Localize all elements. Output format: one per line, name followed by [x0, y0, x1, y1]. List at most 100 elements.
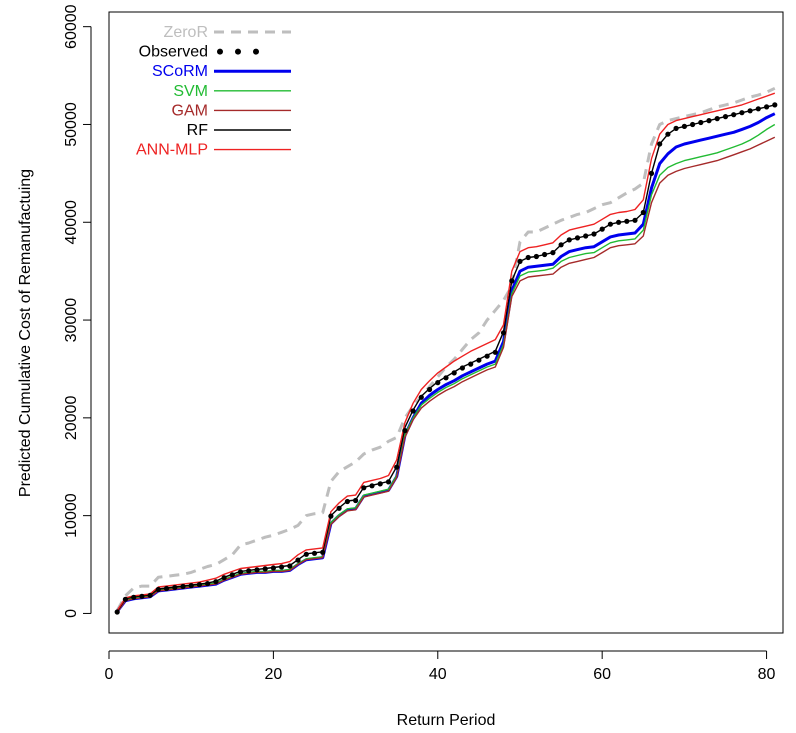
observed-point: [353, 497, 359, 504]
legend-label-svm: SVM: [173, 83, 208, 100]
observed-point: [690, 121, 696, 128]
observed-point: [722, 114, 729, 120]
observed-point: [254, 567, 260, 573]
observed-point: [607, 221, 614, 227]
observed-point: [492, 349, 498, 355]
y-tick-label: 60000: [63, 4, 80, 49]
legend-label-rf: RF: [187, 122, 209, 139]
observed-point: [196, 582, 202, 588]
observed-point: [632, 217, 638, 223]
observed-point: [270, 565, 276, 571]
observed-point: [558, 242, 564, 248]
observed-point: [188, 583, 194, 589]
legend-label-zeror: ZeroR: [164, 24, 208, 41]
observed-point: [155, 586, 161, 593]
observed-point: [591, 231, 597, 237]
observed-point: [451, 370, 457, 376]
observed-point: [279, 564, 285, 570]
observed-point: [377, 481, 383, 487]
x-tick-label: 60: [593, 666, 611, 683]
observed-point: [369, 483, 375, 489]
legend: ZeroR Observed SCoRM SVM GAM RF ANN-MLP: [136, 24, 291, 159]
legend-label-scorm: SCoRM: [152, 63, 208, 80]
observed-point: [163, 585, 170, 592]
y-tick-label: 50000: [63, 102, 80, 147]
x-tick-label: 0: [105, 666, 114, 683]
observed-point: [361, 485, 367, 491]
series-line-svm: [116, 123, 776, 612]
observed-point: [172, 584, 178, 591]
observed-point: [435, 380, 441, 386]
y-tick-label: 10000: [63, 493, 80, 538]
observed-point: [484, 353, 490, 359]
observed-point: [747, 108, 753, 114]
observed-point: [525, 254, 531, 261]
observed-point: [320, 549, 326, 555]
observed-point: [418, 394, 424, 400]
observed-point: [731, 112, 737, 118]
observed-point: [147, 592, 153, 598]
observed-point: [640, 209, 646, 216]
observed-point: [328, 513, 334, 519]
observed-point: [500, 330, 507, 336]
observed-point: [714, 116, 720, 122]
observed-point: [624, 218, 630, 224]
observed-point: [657, 141, 663, 147]
observed-point: [739, 110, 745, 116]
x-axis-label: Return Period: [397, 712, 496, 729]
x-tick-label: 40: [429, 666, 447, 683]
y-tick-label: 30000: [63, 298, 80, 343]
observed-point: [566, 237, 572, 243]
legend-key-observed: [253, 48, 259, 55]
observed-point: [706, 118, 712, 124]
observed-point: [764, 104, 770, 110]
legend-key-observed: [235, 48, 241, 55]
observed-point: [583, 233, 589, 239]
observed-point: [443, 375, 449, 381]
legend-key-observed: [217, 48, 223, 55]
observed-point: [344, 498, 350, 505]
observed-points-layer: [114, 102, 778, 615]
observed-point: [427, 386, 433, 393]
observed-point: [246, 568, 252, 574]
observed-point: [410, 408, 416, 414]
observed-point: [681, 123, 688, 129]
observed-point: [517, 258, 523, 264]
x-tick-label: 20: [264, 666, 282, 683]
observed-point: [673, 125, 679, 131]
observed-point: [114, 609, 120, 615]
observed-point: [385, 479, 392, 485]
y-axis-label: Predicted Cumulative Cost of Remanufactu…: [17, 169, 34, 497]
observed-point: [550, 250, 556, 256]
observed-point: [772, 102, 778, 108]
observed-point: [237, 569, 244, 575]
series-line-rf: [116, 104, 775, 612]
observed-point: [205, 581, 211, 587]
observed-point: [262, 566, 268, 572]
observed-point: [509, 278, 515, 284]
legend-label-observed: Observed: [139, 44, 208, 61]
observed-point: [616, 219, 622, 225]
observed-point: [755, 106, 761, 112]
y-axis: 0 10000 20000 30000 40000 50000 60000: [63, 4, 92, 618]
observed-point: [122, 596, 128, 602]
series-line-scorm: [116, 112, 776, 613]
observed-point: [336, 505, 342, 511]
observed-point: [221, 575, 227, 581]
observed-point: [394, 464, 400, 470]
observed-point: [468, 361, 474, 367]
observed-point: [665, 131, 671, 137]
observed-point: [229, 572, 235, 578]
observed-point: [303, 551, 309, 557]
series-line-gam: [116, 136, 776, 613]
observed-point: [139, 593, 145, 599]
series-line-zeror: [115, 86, 776, 612]
plot-frame: [108, 11, 784, 634]
y-tick-label: 40000: [63, 200, 80, 245]
x-axis: 0 20 40 60 80: [105, 650, 776, 683]
observed-point: [295, 557, 301, 563]
y-tick-label: 20000: [63, 396, 80, 441]
legend-label-gam: GAM: [172, 102, 208, 119]
